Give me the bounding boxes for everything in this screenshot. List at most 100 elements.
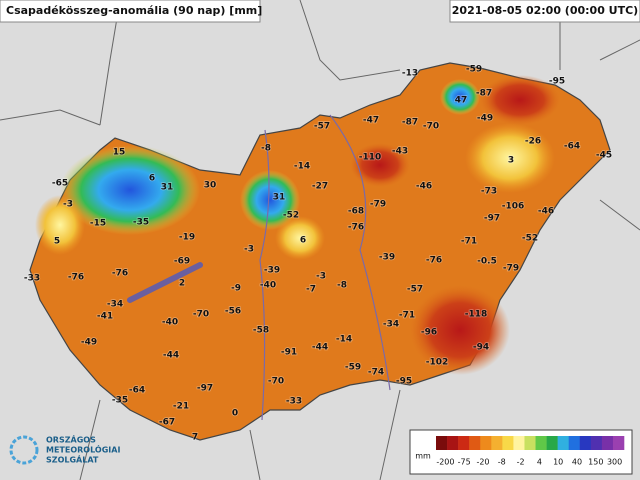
station-value: -97 xyxy=(484,214,500,224)
station-value: -46 xyxy=(538,207,554,217)
station-value: -43 xyxy=(392,147,408,157)
station-value: 2 xyxy=(179,279,185,289)
legend-label: -75 xyxy=(458,458,471,467)
legend-label: 10 xyxy=(553,458,563,467)
legend-swatch xyxy=(535,436,547,450)
station-value: -44 xyxy=(163,351,179,361)
legend-swatch xyxy=(447,436,459,450)
station-value: 5 xyxy=(54,237,60,247)
station-value: -57 xyxy=(314,122,330,132)
station-value: -79 xyxy=(370,200,386,210)
station-value: -68 xyxy=(348,207,364,217)
station-value: 15 xyxy=(113,148,126,158)
station-value: -40 xyxy=(260,281,276,291)
station-value: -33 xyxy=(24,274,40,284)
station-value: -73 xyxy=(481,187,497,197)
station-value: -76 xyxy=(348,223,364,233)
station-value: 3 xyxy=(508,156,514,166)
legend-label: -200 xyxy=(436,458,454,467)
legend: -200 -75 -20 -8 -2 4 10 40 150 300 xyxy=(436,436,625,467)
station-value: -76 xyxy=(68,273,84,283)
station-value: -64 xyxy=(564,142,580,152)
legend-swatch xyxy=(601,436,614,450)
legend-swatch xyxy=(612,436,625,450)
station-value: -41 xyxy=(97,312,113,322)
station-value: 47 xyxy=(455,96,468,106)
station-value: -39 xyxy=(264,266,280,276)
station-value: -94 xyxy=(473,343,489,353)
station-value: -26 xyxy=(525,137,541,147)
station-value: -35 xyxy=(133,218,149,228)
station-value: -76 xyxy=(112,269,128,279)
station-value: -7 xyxy=(306,285,316,295)
wet-area xyxy=(60,145,200,235)
moist-area xyxy=(35,195,85,255)
legend-swatch xyxy=(546,436,558,450)
station-value: -34 xyxy=(107,300,123,310)
timestamp: 2021-08-05 02:00 (00:00 UTC) xyxy=(452,4,638,17)
legend-swatch xyxy=(513,436,525,450)
station-value: -69 xyxy=(174,257,190,267)
station-value: -0.5 xyxy=(477,257,497,267)
station-value: -95 xyxy=(549,77,565,87)
station-value: 6 xyxy=(149,174,155,184)
station-value: 7 xyxy=(192,433,198,443)
station-value: -46 xyxy=(416,182,432,192)
station-value: -57 xyxy=(407,285,423,295)
legend-swatch xyxy=(557,436,570,450)
station-value: -34 xyxy=(383,320,399,330)
legend-swatch xyxy=(469,436,481,450)
station-value: -39 xyxy=(379,253,395,263)
station-value: -8 xyxy=(261,144,271,154)
moist-area xyxy=(465,123,555,193)
legend-swatch xyxy=(480,436,492,450)
station-value: -110 xyxy=(359,153,382,163)
logo-text: SZOLGÁLAT xyxy=(46,454,99,465)
wet-area xyxy=(240,170,300,230)
station-value: -65 xyxy=(52,179,68,189)
station-value: -9 xyxy=(231,284,241,294)
station-value: 0 xyxy=(232,409,238,419)
dry-area xyxy=(480,75,560,125)
station-value: -52 xyxy=(283,211,299,221)
station-value: -64 xyxy=(129,386,145,396)
station-value: -91 xyxy=(281,348,297,358)
station-value: -87 xyxy=(402,118,418,128)
station-value: -58 xyxy=(253,326,269,336)
legend-label: 150 xyxy=(588,458,603,467)
station-value: -102 xyxy=(426,358,449,368)
legend-label: -20 xyxy=(476,458,489,467)
logo-icon xyxy=(9,435,39,465)
legend-label: -8 xyxy=(498,458,506,467)
logo-text: ORSZÁGOS xyxy=(46,434,96,445)
legend-label: 40 xyxy=(572,458,582,467)
station-value: -49 xyxy=(477,114,493,124)
station-value: -40 xyxy=(162,318,178,328)
station-value: -3 xyxy=(244,245,254,255)
station-value: -70 xyxy=(423,122,439,132)
legend-swatch xyxy=(524,436,536,450)
station-value: -52 xyxy=(522,234,538,244)
station-value: -8 xyxy=(337,281,347,291)
logo-text: METEOROLÓGIAI xyxy=(46,444,120,455)
legend-swatch xyxy=(458,436,470,450)
station-value: -59 xyxy=(466,65,482,75)
station-value: -87 xyxy=(476,89,492,99)
station-value: -76 xyxy=(426,256,442,266)
station-value: -14 xyxy=(294,162,310,172)
station-value: -106 xyxy=(502,202,525,212)
legend-swatch xyxy=(502,436,514,450)
legend-label: 300 xyxy=(607,458,622,467)
legend-label: -2 xyxy=(517,458,525,467)
station-value: -71 xyxy=(399,311,415,321)
station-value: 6 xyxy=(300,236,306,246)
station-value: -79 xyxy=(503,264,519,274)
moist-area xyxy=(275,216,325,260)
station-value: -27 xyxy=(312,182,328,192)
title: Csapadékösszeg-anomália (90 nap) [mm] xyxy=(6,4,262,17)
station-value: -96 xyxy=(421,328,437,338)
station-value: -97 xyxy=(197,384,213,394)
